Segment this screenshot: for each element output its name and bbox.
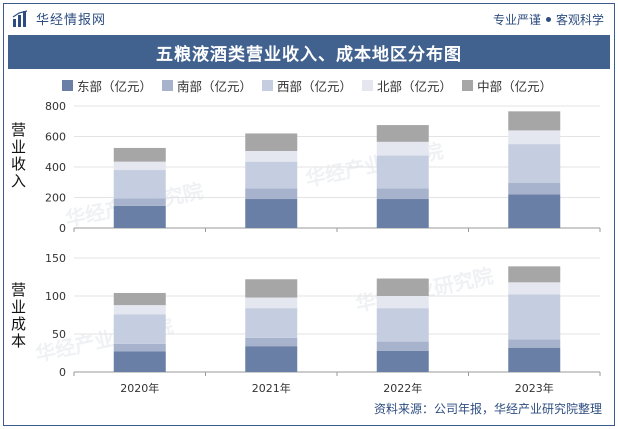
bar-p0-3-s0 <box>508 194 561 228</box>
legend-swatch-central <box>462 80 474 91</box>
bar-p1-1-s4 <box>245 279 298 298</box>
cost-axis-label: 营业成本 <box>9 282 27 350</box>
brand-name: 华经情报网 <box>36 13 107 28</box>
bar-p0-3-s4 <box>508 111 561 131</box>
source-note: 资料来源：公司年报，华经产业研究院整理 <box>373 402 602 416</box>
bar-p0-1-s1 <box>245 188 298 200</box>
bar-p1-0-s0 <box>113 351 166 372</box>
legend: 东部（亿元） 南部（亿元） 西部（亿元） 北部（亿元） 中部（亿元） <box>62 76 552 95</box>
bar-p0-1-s0 <box>245 199 298 228</box>
bar-p0-0-s2 <box>113 170 166 199</box>
chart-title: 五粮液酒类营业收入、成本地区分布图 <box>8 35 610 69</box>
bar-p0-0-s0 <box>113 205 166 228</box>
slogan-left: 专业严谨 <box>492 13 541 27</box>
bar-p0-2-s3 <box>376 141 429 156</box>
legend-item-north: 北部（亿元） <box>362 76 452 95</box>
bar-p1-2-s4 <box>376 278 429 296</box>
bar-p1-3-s2 <box>508 294 561 340</box>
slogan-dot-icon <box>545 17 551 22</box>
legend-label-north: 北部（亿元） <box>377 79 453 94</box>
legend-swatch-north <box>362 80 374 91</box>
bar-p0-1-s4 <box>245 133 298 151</box>
y-tick-label-p1-100: 100 <box>45 290 66 303</box>
bar-p0-3-s3 <box>508 130 561 145</box>
bar-p1-0-s2 <box>113 314 166 344</box>
x-tick-label-1: 2021年 <box>252 381 291 395</box>
legend-swatch-west <box>262 80 274 91</box>
bar-p0-2-s0 <box>376 199 429 228</box>
legend-item-east: 东部（亿元） <box>62 76 152 95</box>
brand: 华经情报网 <box>12 9 106 28</box>
brand-logo-icon <box>12 9 30 28</box>
bar-p1-2-s2 <box>376 308 429 342</box>
legend-swatch-south <box>162 80 174 91</box>
x-tick-label-0: 2020年 <box>120 381 159 395</box>
bar-p1-3-s3 <box>508 282 561 295</box>
bar-p1-1-s3 <box>245 297 298 309</box>
bar-p1-0-s4 <box>113 292 166 306</box>
y-tick-label-p0-0: 0 <box>59 222 66 235</box>
bar-p0-0-s4 <box>113 147 166 162</box>
bar-p1-3-s1 <box>508 339 561 348</box>
legend-label-west: 西部（亿元） <box>277 79 353 94</box>
x-tick-label-3: 2023年 <box>515 381 554 395</box>
y-tick-label-p1-50: 50 <box>52 328 66 341</box>
bar-p1-3-s4 <box>508 266 561 283</box>
bar-p1-2-s0 <box>376 350 429 372</box>
legend-label-east: 东部（亿元） <box>77 79 153 94</box>
revenue-axis-label: 营业收入 <box>9 122 27 190</box>
legend-label-central: 中部（亿元） <box>477 79 553 94</box>
bar-p0-0-s1 <box>113 198 166 206</box>
legend-label-south: 南部（亿元） <box>177 79 253 94</box>
bar-p1-1-s0 <box>245 346 298 372</box>
top-bar: 华经情报网 专业严谨 客观科学 <box>4 4 614 34</box>
bar-p1-2-s1 <box>376 341 429 351</box>
bar-p1-1-s2 <box>245 308 298 338</box>
bar-p1-3-s0 <box>508 347 561 372</box>
bar-p0-1-s2 <box>245 161 298 189</box>
bar-p1-1-s1 <box>245 337 298 347</box>
bar-p0-2-s2 <box>376 155 429 189</box>
legend-swatch-east <box>62 80 73 91</box>
legend-item-central: 中部（亿元） <box>462 76 552 95</box>
bar-p0-3-s2 <box>508 144 561 184</box>
bar-p0-1-s3 <box>245 150 298 162</box>
bar-p0-2-s4 <box>376 125 429 142</box>
y-tick-label-p1-150: 150 <box>45 252 66 265</box>
y-tick-label-p0-800: 800 <box>45 100 66 113</box>
bar-p0-3-s1 <box>508 183 561 195</box>
legend-item-west: 西部（亿元） <box>262 76 352 95</box>
y-tick-label-p0-400: 400 <box>45 161 66 174</box>
legend-item-south: 南部（亿元） <box>162 76 252 95</box>
y-tick-label-p1-0: 0 <box>59 366 66 379</box>
bar-p1-0-s1 <box>113 343 166 352</box>
slogan-right: 客观科学 <box>555 13 604 27</box>
x-tick-label-2: 2022年 <box>383 381 422 395</box>
bar-p0-0-s3 <box>113 161 166 171</box>
bar-p1-0-s3 <box>113 305 166 315</box>
bar-p0-2-s1 <box>376 188 429 200</box>
chart-canvas: 0 200 400 600 800 0 50 100 150 2020年 2021年 2022年 202… <box>45 100 601 395</box>
slogan: 专业严谨 客观科学 <box>493 11 604 28</box>
chart-frame: 华经情报网 专业严谨 客观科学 五粮液酒类营业收入、成本地区分布图 东部（亿元）… <box>3 3 615 426</box>
bar-p1-2-s3 <box>376 296 429 309</box>
y-tick-label-p0-600: 600 <box>45 131 66 144</box>
y-tick-label-p0-200: 200 <box>45 192 66 205</box>
